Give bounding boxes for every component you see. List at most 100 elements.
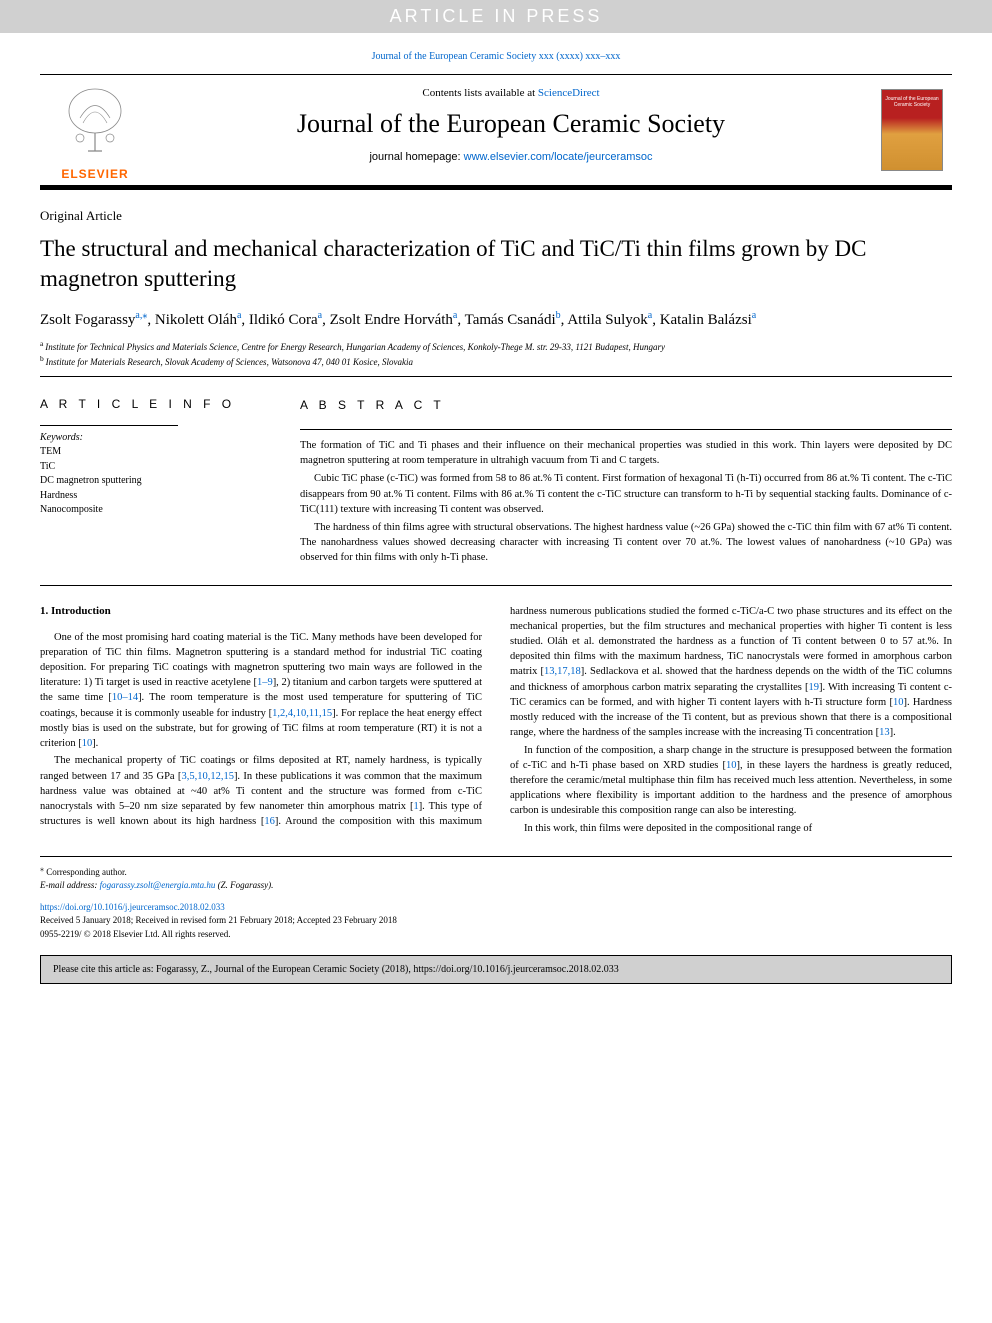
- journal-cover-thumbnail: Journal of the European Ceramic Society: [881, 89, 943, 171]
- journal-cover-area: Journal of the European Ceramic Society: [872, 75, 952, 185]
- author-name: Nikolett Oláh: [155, 312, 237, 328]
- ref-link[interactable]: 10–14: [112, 692, 138, 703]
- abstract-paragraph: Cubic TiC phase (c-TiC) was formed from …: [300, 471, 952, 517]
- journal-name: Journal of the European Ceramic Society: [160, 109, 862, 139]
- text: ].: [890, 727, 896, 738]
- article-title: The structural and mechanical characteri…: [40, 234, 952, 294]
- author-name: Katalin Balázsi: [660, 312, 752, 328]
- author: Katalin Balázsia: [660, 312, 757, 328]
- corresp-marker: ⁎: [40, 864, 44, 873]
- section-number: 1.: [40, 605, 48, 617]
- author-name: Attila Sulyok: [567, 312, 647, 328]
- divider: [40, 585, 952, 586]
- ref-link[interactable]: 1,2,4,10,11,15: [272, 708, 332, 719]
- publisher-logo-area: ELSEVIER: [40, 75, 150, 185]
- masthead: ELSEVIER Contents lists available at Sci…: [40, 74, 952, 186]
- author-affil-marker: a: [752, 310, 756, 321]
- info-divider: [40, 425, 178, 426]
- ref-link[interactable]: 3,5,10,12,15: [181, 771, 234, 782]
- author: Zsolt Fogarassya,⁎: [40, 312, 147, 328]
- received-line: Received 5 January 2018; Received in rev…: [40, 914, 952, 928]
- author: Zsolt Endre Horvátha: [330, 312, 458, 328]
- affil-link[interactable]: a: [648, 310, 652, 321]
- author-affil-marker: a: [237, 310, 241, 321]
- masthead-center: Contents lists available at ScienceDirec…: [150, 75, 872, 185]
- doi-link[interactable]: https://doi.org/10.1016/j.jeurceramsoc.2…: [40, 902, 225, 912]
- ref-link[interactable]: 13,17,18: [544, 666, 581, 677]
- author: Ildikó Coraa: [249, 312, 322, 328]
- keyword: TEM: [40, 445, 270, 460]
- citation-top-link[interactable]: Journal of the European Ceramic Society …: [372, 51, 621, 62]
- article-type: Original Article: [40, 208, 952, 224]
- contents-available-line: Contents lists available at ScienceDirec…: [160, 87, 862, 99]
- author-affil-marker: a: [648, 310, 652, 321]
- abstract-heading: A B S T R A C T: [300, 397, 952, 414]
- affil-link[interactable]: a: [237, 310, 241, 321]
- contents-prefix: Contents lists available at: [422, 87, 537, 99]
- affiliation: b Institute for Materials Research, Slov…: [40, 354, 952, 369]
- ref-link[interactable]: 10: [726, 760, 737, 771]
- author-list: Zsolt Fogarassya,⁎, Nikolett Oláha, Ildi…: [40, 308, 952, 332]
- affil-link[interactable]: a: [318, 310, 322, 321]
- ref-link[interactable]: 10: [893, 697, 904, 708]
- author-affil-marker: a: [453, 310, 457, 321]
- homepage-link[interactable]: www.elsevier.com/locate/jeurceramsoc: [464, 151, 653, 163]
- affil-link[interactable]: a: [752, 310, 756, 321]
- article-info-heading: A R T I C L E I N F O: [40, 397, 270, 411]
- email-suffix: (Z. Fogarassy).: [215, 880, 273, 890]
- text: In this work, thin films were deposited …: [524, 823, 812, 834]
- text: ].: [92, 738, 98, 749]
- citation-top: Journal of the European Ceramic Society …: [0, 33, 992, 74]
- author-name: Tamás Csanádi: [465, 312, 556, 328]
- corresp-link[interactable]: ⁎: [142, 310, 147, 321]
- ref-link[interactable]: 13: [879, 727, 890, 738]
- body-paragraph: In function of the composition, a sharp …: [510, 743, 952, 819]
- corresponding-author-note: ⁎ Corresponding author.: [40, 863, 952, 880]
- ref-link[interactable]: 10: [82, 738, 93, 749]
- affil-link[interactable]: b: [556, 310, 561, 321]
- affil-link[interactable]: a: [453, 310, 457, 321]
- email-line: E-mail address: fogarassy.zsolt@energia.…: [40, 879, 952, 893]
- keyword: Nanocomposite: [40, 503, 270, 518]
- keyword: Hardness: [40, 489, 270, 504]
- cover-title: Journal of the European Ceramic Society: [884, 96, 940, 108]
- copyright-line: 0955-2219/ © 2018 Elsevier Ltd. All righ…: [40, 928, 952, 942]
- author-affil-marker: a,⁎: [135, 310, 147, 321]
- affil-text: Institute for Technical Physics and Mate…: [45, 342, 665, 352]
- author: Tamás Csanádib: [465, 312, 561, 328]
- email-link[interactable]: fogarassy.zsolt@energia.mta.hu: [100, 880, 216, 890]
- info-abstract-row: A R T I C L E I N F O Keywords: TEMTiCDC…: [40, 383, 952, 578]
- divider: [40, 376, 952, 377]
- section-heading: 1. Introduction: [40, 604, 482, 620]
- body-paragraph: In this work, thin films were deposited …: [510, 821, 952, 836]
- abstract-paragraph: The hardness of thin films agree with st…: [300, 520, 952, 566]
- keywords-list: TEMTiCDC magnetron sputteringHardnessNan…: [40, 445, 270, 518]
- elsevier-wordmark: ELSEVIER: [61, 167, 128, 181]
- section-title: Introduction: [51, 605, 111, 617]
- email-label: E-mail address:: [40, 880, 100, 890]
- homepage-prefix: journal homepage:: [369, 151, 463, 163]
- journal-homepage-line: journal homepage: www.elsevier.com/locat…: [160, 151, 862, 163]
- author-name: Zsolt Fogarassy: [40, 312, 135, 328]
- author-name: Ildikó Cora: [249, 312, 318, 328]
- cite-this-article-box: Please cite this article as: Fogarassy, …: [40, 955, 952, 984]
- abstract-divider: [300, 429, 952, 430]
- ref-link[interactable]: 19: [808, 682, 819, 693]
- affiliation: a Institute for Technical Physics and Ma…: [40, 339, 952, 354]
- footer: ⁎ Corresponding author. E-mail address: …: [40, 856, 952, 942]
- ref-link[interactable]: 16: [264, 816, 275, 827]
- abstract-block: A B S T R A C T The formation of TiC and…: [300, 397, 952, 568]
- article-info-block: A R T I C L E I N F O Keywords: TEMTiCDC…: [40, 397, 270, 568]
- keyword: TiC: [40, 460, 270, 475]
- affiliations: a Institute for Technical Physics and Ma…: [40, 339, 952, 368]
- affil-text: Institute for Materials Research, Slovak…: [46, 357, 413, 367]
- author: Attila Sulyoka: [567, 312, 652, 328]
- watermark-bar: ARTICLE IN PRESS: [0, 0, 992, 33]
- author-affil-marker: a: [318, 310, 322, 321]
- author: Nikolett Oláha: [155, 312, 242, 328]
- abstract-paragraph: The formation of TiC and Ti phases and t…: [300, 438, 952, 468]
- sciencedirect-link[interactable]: ScienceDirect: [538, 87, 600, 99]
- ref-link[interactable]: 1–9: [257, 677, 273, 688]
- doi-line: https://doi.org/10.1016/j.jeurceramsoc.2…: [40, 901, 952, 915]
- author-affil-marker: b: [556, 310, 561, 321]
